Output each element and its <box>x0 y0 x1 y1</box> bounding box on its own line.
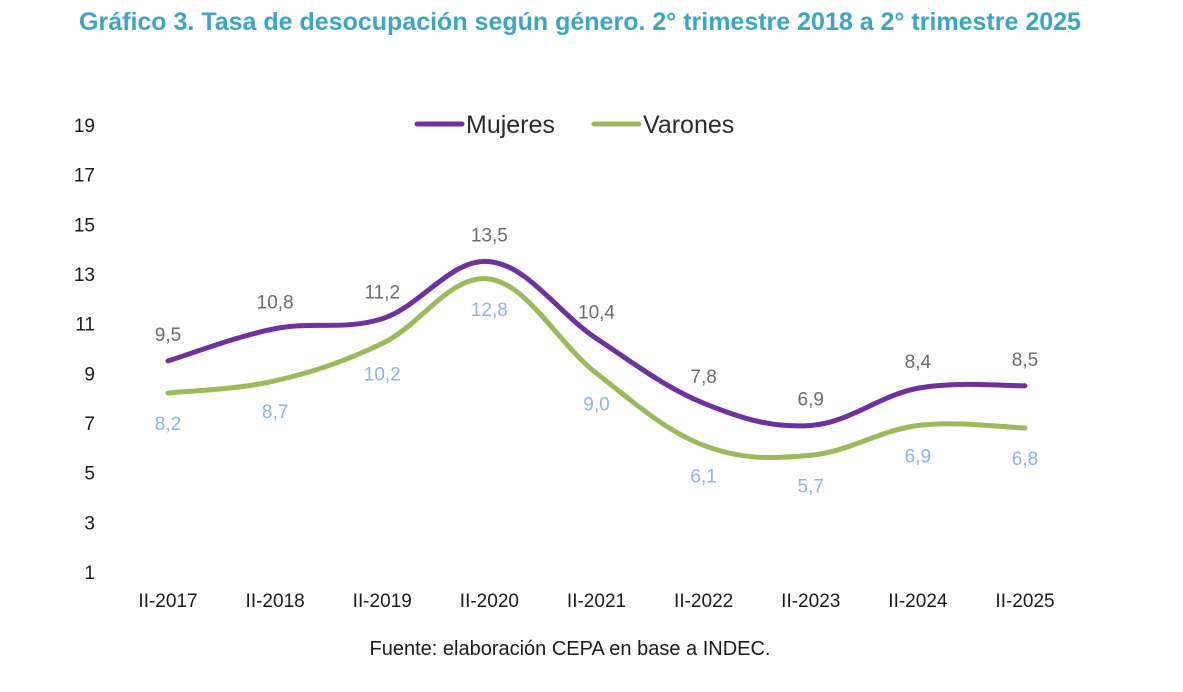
series-group <box>165 259 1028 461</box>
data-label-varones: 6,9 <box>905 446 931 467</box>
x-tick-label: II-2018 <box>246 591 305 612</box>
data-label-mujeres: 6,9 <box>798 389 824 410</box>
data-label-mujeres: 8,5 <box>1012 350 1038 371</box>
data-label-varones: 12,8 <box>471 300 508 321</box>
x-axis: II-2017 II-2018 II-2019 II-2020 II-2021 II-20… <box>138 591 1054 612</box>
x-tick-label: II-2025 <box>995 591 1054 612</box>
x-tick-label: II-2022 <box>674 591 733 612</box>
data-label-mujeres: 8,4 <box>905 352 932 373</box>
data-label-varones: 5,7 <box>798 476 824 497</box>
legend: Mujeres Varones <box>414 111 734 139</box>
data-label-varones: 8,2 <box>155 414 181 435</box>
x-tick-label: II-2019 <box>353 591 412 612</box>
data-label-varones: 9,0 <box>583 394 609 415</box>
series-line-varones <box>165 276 1028 461</box>
legend-label: Mujeres <box>466 111 555 139</box>
y-tick-label: 3 <box>84 513 95 534</box>
data-label-mujeres: 11,2 <box>364 283 400 304</box>
y-tick-label: 13 <box>74 265 95 286</box>
y-tick-label: 1 <box>84 563 95 584</box>
legend-label: Varones <box>643 111 734 139</box>
data-label-varones: 6,8 <box>1012 449 1038 470</box>
data-label-varones: 6,1 <box>690 466 716 487</box>
y-tick-label: 9 <box>84 364 95 385</box>
x-tick-label: II-2017 <box>138 591 197 612</box>
data-label-mujeres: 10,4 <box>578 303 615 324</box>
data-label-varones: 10,2 <box>364 365 401 386</box>
x-tick-label: II-2024 <box>888 591 948 612</box>
chart-title: Gráfico 3. Tasa de desocupación según gé… <box>79 8 1081 36</box>
x-tick-label: II-2021 <box>567 591 626 612</box>
source-note: Fuente: elaboración CEPA en base a INDEC… <box>369 638 771 660</box>
y-tick-label: 15 <box>74 215 95 236</box>
legend-item-mujeres: Mujeres <box>414 111 555 139</box>
data-labels: 9,5 10,8 11,2 13,5 10,4 7,8 6,9 8,4 8,5 8,2 8,7 10,… <box>155 226 1038 498</box>
data-label-varones: 8,7 <box>262 402 288 423</box>
y-tick-label: 5 <box>84 464 95 485</box>
y-tick-label: 19 <box>74 116 95 137</box>
x-tick-label: II-2023 <box>781 591 840 612</box>
series-line-mujeres <box>165 259 1028 429</box>
x-tick-label: II-2020 <box>460 591 519 612</box>
y-tick-label: 17 <box>74 166 95 187</box>
data-label-mujeres: 9,5 <box>155 325 181 346</box>
data-label-mujeres: 10,8 <box>257 293 294 314</box>
data-label-mujeres: 7,8 <box>690 367 716 388</box>
data-label-mujeres: 13,5 <box>471 226 508 247</box>
legend-item-varones: Varones <box>591 111 734 139</box>
y-tick-label: 7 <box>84 414 95 435</box>
y-tick-label: 11 <box>75 315 95 336</box>
